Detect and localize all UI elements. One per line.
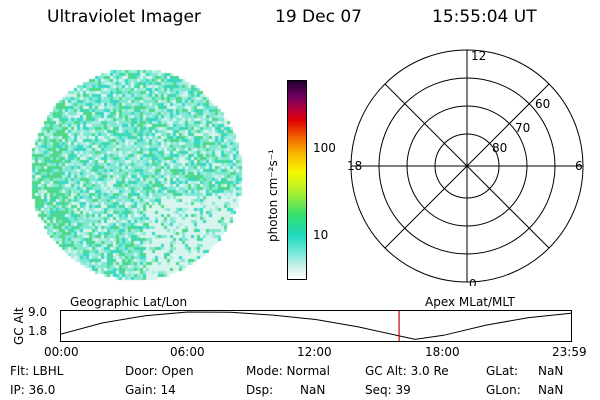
xtick-1200: 12:00 — [297, 345, 332, 359]
apex-title: Apex MLat/MLT — [425, 295, 515, 309]
xtick-0600: 06:00 — [170, 345, 205, 359]
lat-label-60: 60 — [535, 97, 550, 111]
gain-info: Gain: 14 — [125, 383, 176, 397]
polar-diagonal-2 — [384, 83, 550, 249]
mode-info: Mode: Normal — [246, 364, 330, 378]
geographic-title: Geographic Lat/Lon — [70, 295, 188, 309]
ip-info: IP: 36.0 — [10, 383, 56, 397]
lat-label-70: 70 — [515, 121, 530, 135]
glat-label: GLat: — [486, 364, 519, 378]
instrument-title: Ultraviolet Imager — [47, 7, 201, 27]
mlt-label-0: 0 — [469, 277, 477, 286]
mlat-mlt-polar-plot: 12 6 0 18 60 70 80 — [347, 49, 584, 286]
xtick-1800: 18:00 — [425, 345, 460, 359]
ytick-bottom: 1.8 — [28, 324, 48, 338]
colorbar-tick-100: 100 — [313, 141, 336, 155]
glon-value: NaN — [538, 383, 564, 397]
xtick-0000: 00:00 — [44, 345, 79, 359]
colorbar-tick-10: 10 — [313, 228, 329, 242]
door-info: Door: Open — [125, 364, 194, 378]
lat-label-80: 80 — [492, 141, 507, 155]
time-label: 15:55:04 UT — [432, 7, 537, 27]
seq-info: Seq: 39 — [365, 383, 411, 397]
date-label: 19 Dec 07 — [275, 7, 362, 27]
mlt-label-12: 12 — [471, 49, 486, 63]
gc-altitude-plot — [60, 310, 572, 342]
glat-value: NaN — [538, 364, 564, 378]
timeline-ylabel: GC Alt — [12, 307, 26, 345]
mlt-label-6: 6 — [575, 159, 583, 173]
xtick-2359: 23:59 — [552, 345, 587, 359]
filter-info: Flt: LBHL — [10, 364, 64, 378]
mlt-label-18: 18 — [347, 159, 362, 173]
alt-plot-frame — [60, 310, 572, 342]
gcalt-info: GC Alt: 3.0 Re — [365, 364, 449, 378]
ytick-top: 9.0 — [28, 305, 48, 319]
dsp-label: Dsp: — [246, 383, 274, 397]
dsp-value: NaN — [300, 383, 326, 397]
uv-globe-image — [25, 62, 245, 284]
colorbar — [287, 80, 307, 280]
colorbar-unit-label: photon cm⁻²s⁻¹ — [266, 149, 280, 242]
alt-series-line — [60, 311, 572, 340]
glon-label: GLon: — [486, 383, 521, 397]
